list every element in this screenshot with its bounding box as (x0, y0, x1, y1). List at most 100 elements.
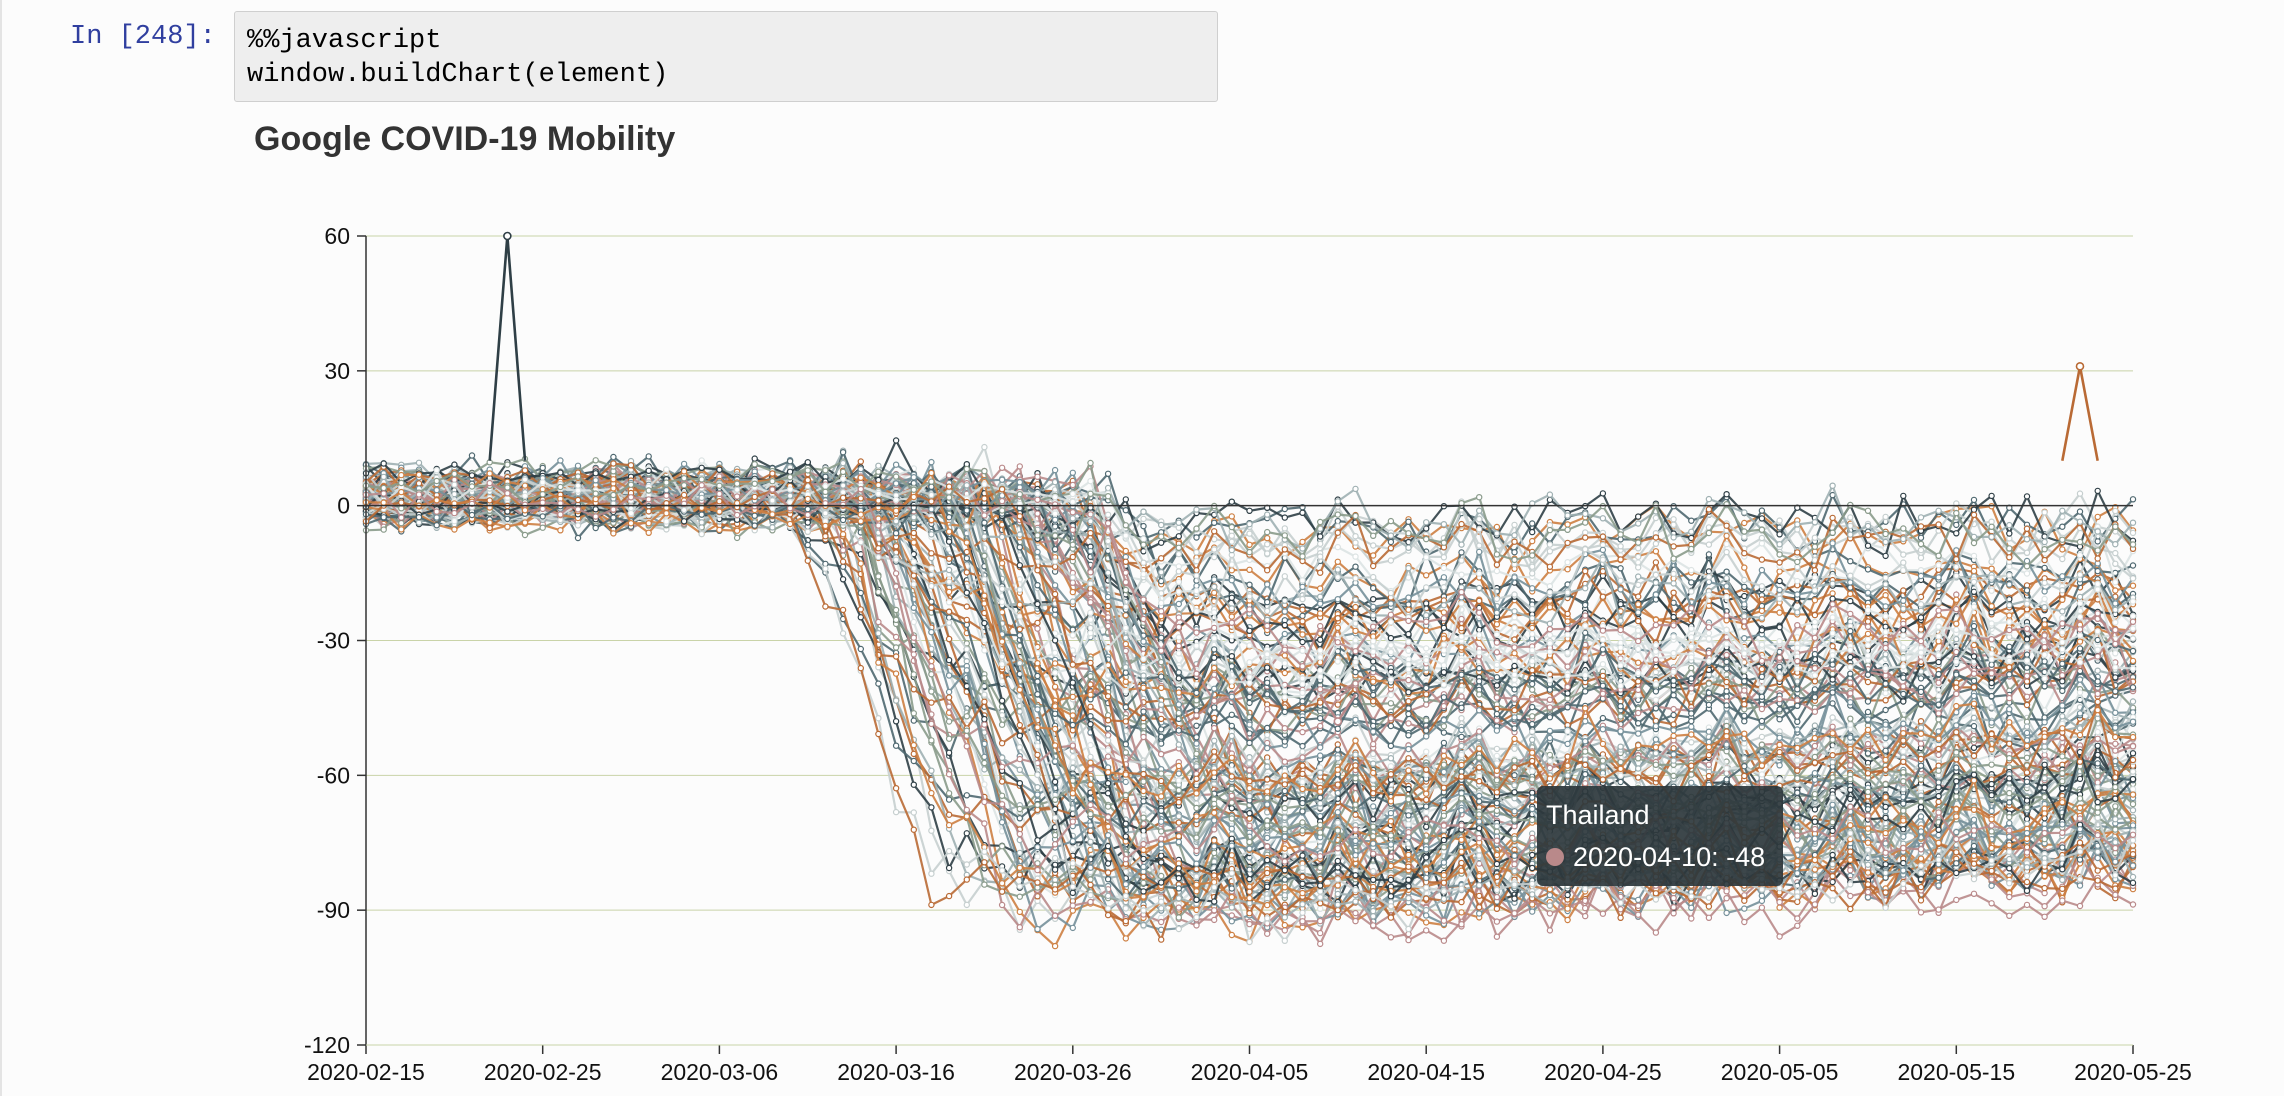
series-point (1087, 753, 1094, 761)
series-point (1440, 723, 1448, 730)
series-point (1122, 547, 1130, 555)
code-line-call: window.buildChart(element) (247, 60, 669, 90)
series-point (1405, 821, 1412, 828)
series-point (1069, 469, 1077, 476)
series-point (1493, 523, 1501, 531)
series-point (1599, 714, 1607, 722)
series-point (1705, 551, 1713, 558)
series-point (1776, 577, 1783, 585)
series-point (2059, 546, 2066, 553)
series-point (1016, 708, 1024, 715)
series-point (1352, 909, 1359, 917)
series-point (804, 541, 812, 549)
series-point (1688, 579, 1695, 586)
series-point (1016, 908, 1024, 916)
cell-prompt: In [248]: (70, 22, 216, 52)
series-point (1369, 584, 1377, 592)
series-point (981, 443, 988, 451)
series-point (1051, 669, 1059, 677)
series-point (1440, 729, 1448, 736)
code-cell[interactable]: %%javascript window.buildChart(element) (234, 11, 1218, 102)
series-point (1670, 745, 1677, 752)
series-point (1652, 559, 1660, 566)
series-point (1193, 922, 1200, 929)
series-point (1228, 912, 1236, 919)
series-point (2112, 740, 2119, 748)
series-point (1776, 776, 1783, 783)
series-point (1953, 756, 1960, 763)
chart-title: Google COVID-19 Mobility (254, 120, 676, 158)
series-point (1140, 522, 1147, 530)
series-point (1422, 717, 1430, 724)
series-point (1794, 898, 1801, 906)
series-point (2041, 564, 2048, 572)
series-point (2041, 775, 2048, 782)
series-point (1422, 809, 1430, 816)
series-point (1776, 568, 1783, 575)
series-point (1281, 630, 1289, 638)
series-point (945, 635, 953, 643)
series-point (2112, 587, 2119, 594)
series-point (1193, 722, 1200, 730)
series-point (1034, 784, 1041, 791)
series-point (1617, 906, 1624, 913)
series-point (1864, 566, 1872, 573)
series-point (1087, 629, 1094, 637)
series-point (1475, 892, 1483, 900)
series-point (857, 589, 865, 597)
series-point (1581, 756, 1589, 763)
series-point (1847, 867, 1854, 874)
series-point (751, 455, 758, 462)
series-point (1581, 601, 1589, 609)
series-point (1546, 631, 1554, 639)
series-point (910, 781, 918, 788)
series-point (998, 778, 1006, 785)
series-point (1741, 519, 1748, 527)
series-point (1299, 742, 1306, 750)
series-point (1069, 845, 1077, 853)
series-point (1405, 936, 1412, 944)
series-point (1228, 825, 1236, 832)
series-point (1652, 548, 1660, 555)
series-point (1157, 852, 1165, 859)
series-point (1741, 635, 1748, 642)
series-point (910, 618, 918, 626)
series-point (1210, 671, 1218, 678)
series-point (1228, 931, 1236, 939)
series-point (928, 827, 935, 834)
series-point (1405, 601, 1412, 608)
series-point (1723, 568, 1730, 575)
series-point (1369, 552, 1377, 559)
series-point (1316, 800, 1324, 807)
series-point (1776, 904, 1783, 911)
series-point (1016, 766, 1024, 774)
series-point (1564, 916, 1571, 924)
series-point (1034, 791, 1041, 798)
series-point (1051, 831, 1059, 839)
series-point (910, 717, 918, 724)
series-point (1705, 903, 1713, 910)
series-point (415, 459, 423, 466)
series-point (1228, 513, 1236, 520)
series-point (1210, 737, 1218, 745)
series-point (1051, 942, 1059, 950)
series-point (1458, 733, 1465, 741)
series-point (998, 754, 1006, 762)
series-point (1440, 937, 1448, 944)
series-point (1847, 795, 1854, 803)
series-point (1422, 701, 1430, 708)
series-point (1246, 566, 1253, 574)
series-point (1281, 652, 1289, 659)
series-point (1688, 664, 1695, 672)
series-point (1122, 935, 1130, 942)
series-lines (362, 231, 2137, 950)
series-point (1104, 860, 1112, 867)
series-point (928, 458, 935, 466)
series-point (1528, 680, 1536, 688)
series-point (1900, 748, 1907, 755)
series-point (1794, 846, 1801, 853)
series-point (1369, 596, 1377, 603)
series-point (1387, 722, 1395, 730)
series-point (1847, 558, 1854, 565)
